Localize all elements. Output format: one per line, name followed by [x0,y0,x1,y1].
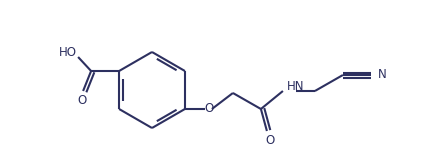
Text: HN: HN [287,80,304,93]
Text: O: O [265,133,275,146]
Text: O: O [77,93,87,106]
Text: N: N [378,69,387,82]
Text: HO: HO [59,46,77,60]
Text: O: O [204,102,213,115]
